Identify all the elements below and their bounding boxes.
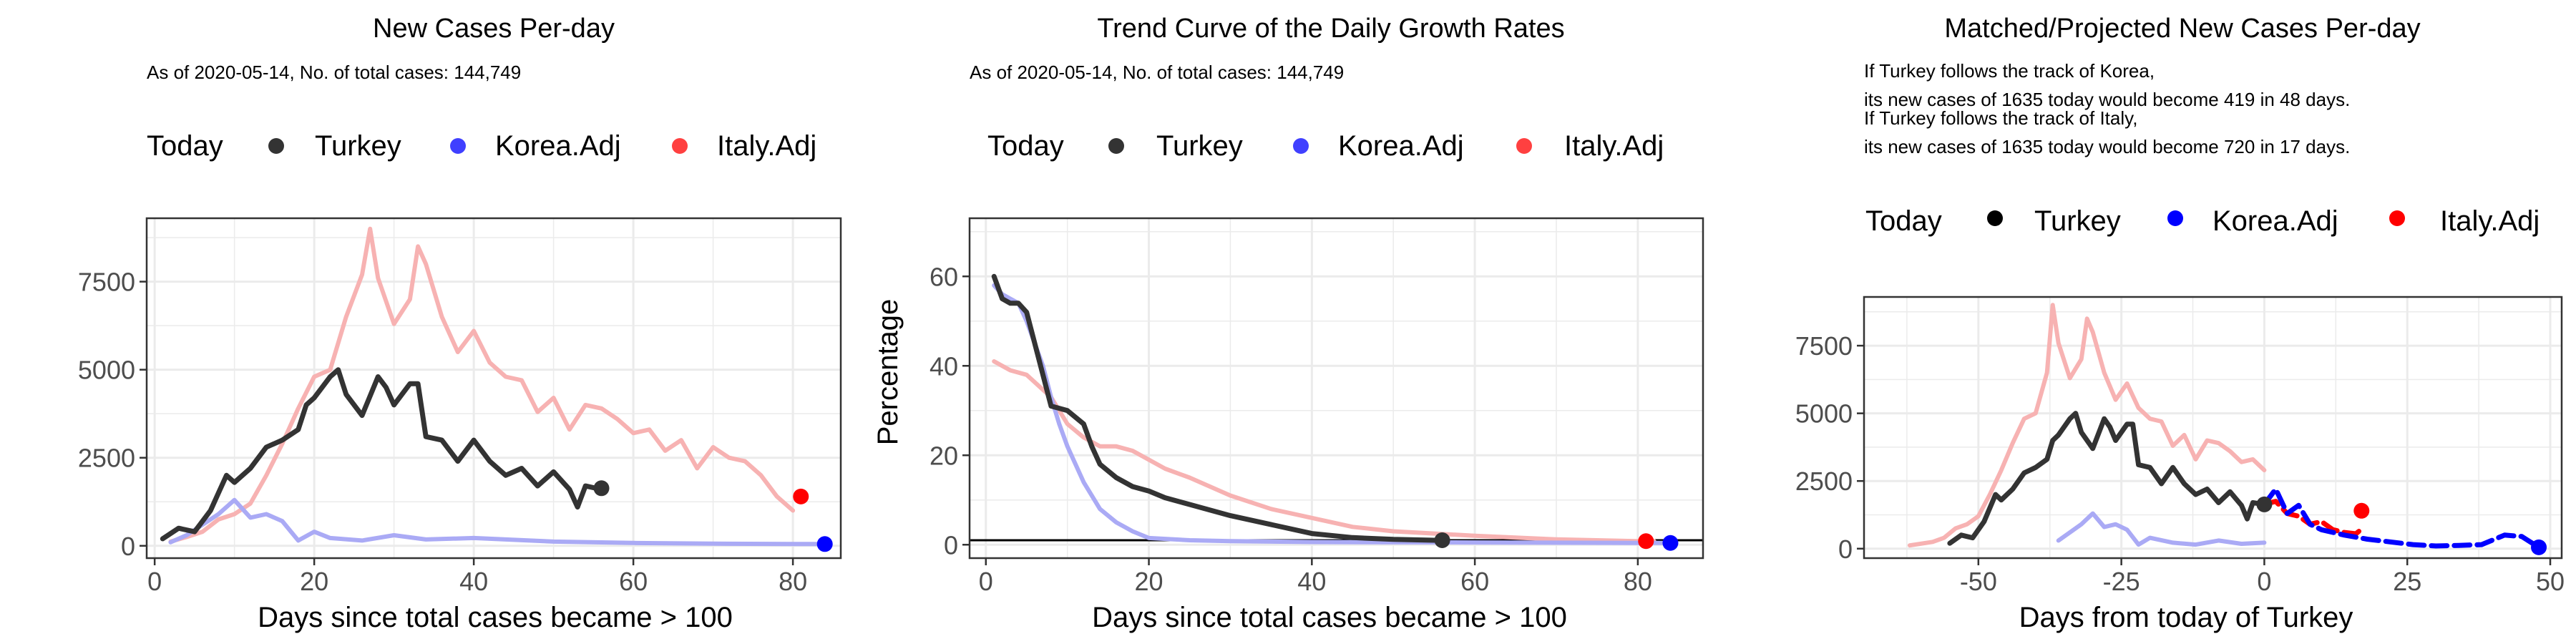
plot-background [1864,297,2562,558]
chart-title: Trend Curve of the Daily Growth Rates [1097,14,1564,44]
x-tick-label: 0 [147,567,162,596]
chart-panel-new-cases: New Cases Per-day As of 2020-05-14, No. … [147,14,816,633]
legend-title: Today [147,130,223,162]
y-tick-label: 0 [121,532,135,561]
series-line-italy-adj [1907,303,2267,548]
legend-key-italy [672,138,688,154]
y-tick-label: 0 [1838,535,1853,564]
chart-title: New Cases Per-day [373,14,615,44]
legend-key-italy [2389,210,2405,226]
legend-key-korea [2167,210,2183,226]
x-tick-label: 60 [1460,567,1489,596]
legend-label-italy: Italy.Adj [2440,205,2540,237]
series-line-italy-adj-projected [2261,499,2364,537]
legend-label-italy: Italy.Adj [1564,130,1664,162]
today-point-italy-adj [2353,502,2370,519]
chart-subtitle: As of 2020-05-14, No. of total cases: 14… [970,62,1344,83]
y-tick-label: 7500 [1795,331,1853,361]
plot-area-growth-rates: 0 20 40 60 80 0 20 40 60 [930,217,1704,596]
projection-note-line: its new cases of 1635 today would become… [1864,136,2350,157]
x-axis-label: Days from today of Turkey [2019,602,2353,633]
chart-panel-projected: Matched/Projected New Cases Per-day If T… [1864,14,2540,633]
series-line-korea-adj-projected [2261,487,2542,550]
legend-key-turkey [268,138,284,154]
x-tick-label: 40 [459,567,488,596]
series-line-italy-adj [168,226,796,544]
x-tick-label: 20 [1135,567,1163,596]
projection-note-line: If Turkey follows the track of Korea, [1864,60,2155,82]
series-line-korea-adj [168,497,827,547]
today-point-korea-adj [1662,535,1679,551]
x-tick-label: 0 [979,567,993,596]
projection-note-line: its new cases of 1635 today would become… [1864,89,2350,110]
legend: Today Turkey Korea.Adj Italy.Adj [987,130,1664,162]
x-tick-label: -25 [2103,567,2140,596]
today-point-italy-adj [793,488,809,504]
y-tick-label: 60 [930,262,958,291]
y-tick-label: 20 [930,441,958,470]
plot-area-new-cases: 0 20 40 60 80 0 2500 5000 7500 [78,217,842,596]
y-tick-label: 5000 [78,356,135,385]
x-tick-label: 0 [2257,567,2271,596]
plot-background [147,218,841,558]
plot-background [970,218,1703,558]
legend-label-italy: Italy.Adj [717,130,816,162]
x-tick-label: 80 [779,567,807,596]
x-tick-label: 50 [2536,567,2565,596]
y-tick-label: 7500 [78,268,135,297]
legend-label-korea: Korea.Adj [2212,205,2338,237]
legend-label-turkey: Turkey [315,130,401,162]
plot-border [145,217,842,560]
plot-border [1863,296,2563,560]
chart-subtitle: As of 2020-05-14, No. of total cases: 14… [147,62,521,83]
series-line-turkey [1947,411,2267,546]
x-axis-label: Days since total cases became > 100 [1092,602,1567,633]
plot-area-projected: -50 -25 0 25 50 0 2500 5000 7500 [1795,296,2565,596]
legend-key-turkey [1108,138,1124,154]
legend-key-italy [1516,138,1532,154]
y-tick-label: 40 [930,351,958,381]
today-point-italy-adj [1638,533,1654,550]
today-point-turkey [1434,532,1450,548]
series-line-korea-adj [2056,511,2267,547]
series-line-turkey [991,273,1445,543]
series-line-turkey [160,367,604,542]
x-axis-label: Days since total cases became > 100 [258,602,733,633]
legend-title: Today [1865,205,1942,237]
today-point-turkey [2256,496,2273,512]
x-tick-label: 20 [300,567,328,596]
y-tick-label: 2500 [78,444,135,473]
legend-label-korea: Korea.Adj [1338,130,1464,162]
today-point-korea-adj [2531,539,2547,555]
x-tick-label: 60 [619,567,648,596]
x-tick-label: -50 [1960,567,1997,596]
y-tick-label: 5000 [1795,399,1853,429]
legend-title: Today [987,130,1064,162]
legend: Today Turkey Korea.Adj Italy.Adj [1865,205,2540,237]
plot-border [968,217,1704,560]
today-point-turkey [593,480,610,497]
today-point-korea-adj [816,536,833,552]
x-tick-label: 40 [1297,567,1326,596]
x-tick-label: 80 [1624,567,1652,596]
x-tick-label: 25 [2393,567,2421,596]
legend-label-turkey: Turkey [2034,205,2121,237]
legend-key-korea [1293,138,1309,154]
y-tick-label: 0 [944,530,958,560]
legend-key-turkey [1987,210,2003,226]
legend: Today Turkey Korea.Adj Italy.Adj [147,130,816,162]
projection-note-line: If Turkey follows the track of Italy, [1864,107,2137,129]
chart-panel-growth-rates: Trend Curve of the Daily Growth Rates As… [872,14,1664,633]
legend-label-korea: Korea.Adj [495,130,621,162]
legend-label-turkey: Turkey [1156,130,1243,162]
legend-key-korea [450,138,466,154]
chart-title: Matched/Projected New Cases Per-day [1944,14,2420,44]
y-axis-label: Percentage [872,299,904,446]
y-tick-label: 2500 [1795,467,1853,496]
